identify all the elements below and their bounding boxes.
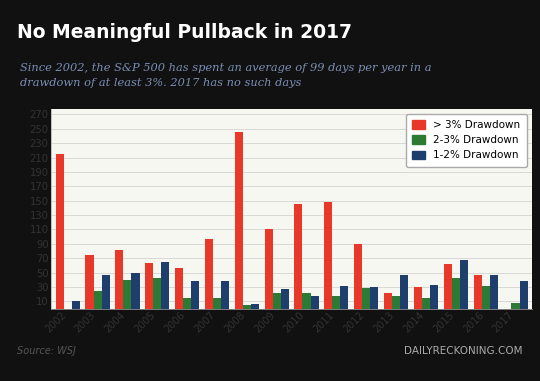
Text: Source: WSJ: Source: WSJ	[17, 346, 76, 356]
Bar	[325, 202, 332, 309]
Bar	[444, 264, 452, 309]
Legend: > 3% Drawdown, 2-3% Drawdown, 1-2% Drawdown: > 3% Drawdown, 2-3% Drawdown, 1-2% Drawd…	[406, 114, 526, 167]
Bar	[123, 280, 131, 309]
Bar	[511, 303, 519, 309]
Text: Since 2002, the S&P 500 has spent an average of 99 days per year in a
drawdown o: Since 2002, the S&P 500 has spent an ave…	[19, 63, 431, 88]
Bar	[116, 250, 123, 309]
Bar	[235, 132, 243, 309]
Bar	[213, 298, 221, 309]
Bar	[400, 275, 408, 309]
Text: DAILYRECKONING.COM: DAILYRECKONING.COM	[404, 346, 523, 356]
Bar	[294, 204, 302, 309]
Bar	[392, 296, 400, 309]
Bar	[265, 229, 273, 309]
Bar	[56, 154, 64, 309]
Bar	[161, 262, 170, 309]
Bar	[281, 289, 289, 309]
Bar	[474, 275, 482, 309]
Bar	[302, 293, 310, 309]
Bar	[490, 275, 498, 309]
Bar	[354, 244, 362, 309]
Bar	[414, 287, 422, 309]
Bar	[153, 278, 161, 309]
Bar	[93, 291, 102, 309]
Bar	[131, 273, 139, 309]
Bar	[482, 286, 490, 309]
Bar	[221, 281, 229, 309]
Bar	[243, 305, 251, 309]
Bar	[273, 293, 281, 309]
Bar	[175, 267, 183, 309]
Bar	[430, 285, 438, 309]
Text: No Meaningful Pullback in 2017: No Meaningful Pullback in 2017	[17, 23, 352, 42]
Bar	[370, 287, 379, 309]
Bar	[452, 278, 460, 309]
Bar	[310, 296, 319, 309]
Bar	[332, 296, 340, 309]
Bar	[384, 293, 392, 309]
Bar	[72, 301, 80, 309]
Bar	[191, 281, 199, 309]
Bar	[362, 288, 370, 309]
Bar	[422, 298, 430, 309]
Bar	[183, 298, 191, 309]
Bar	[85, 255, 93, 309]
Bar	[145, 263, 153, 309]
Bar	[340, 286, 348, 309]
Bar	[519, 281, 528, 309]
Bar	[205, 239, 213, 309]
Bar	[460, 260, 468, 309]
Bar	[251, 304, 259, 309]
Bar	[102, 275, 110, 309]
